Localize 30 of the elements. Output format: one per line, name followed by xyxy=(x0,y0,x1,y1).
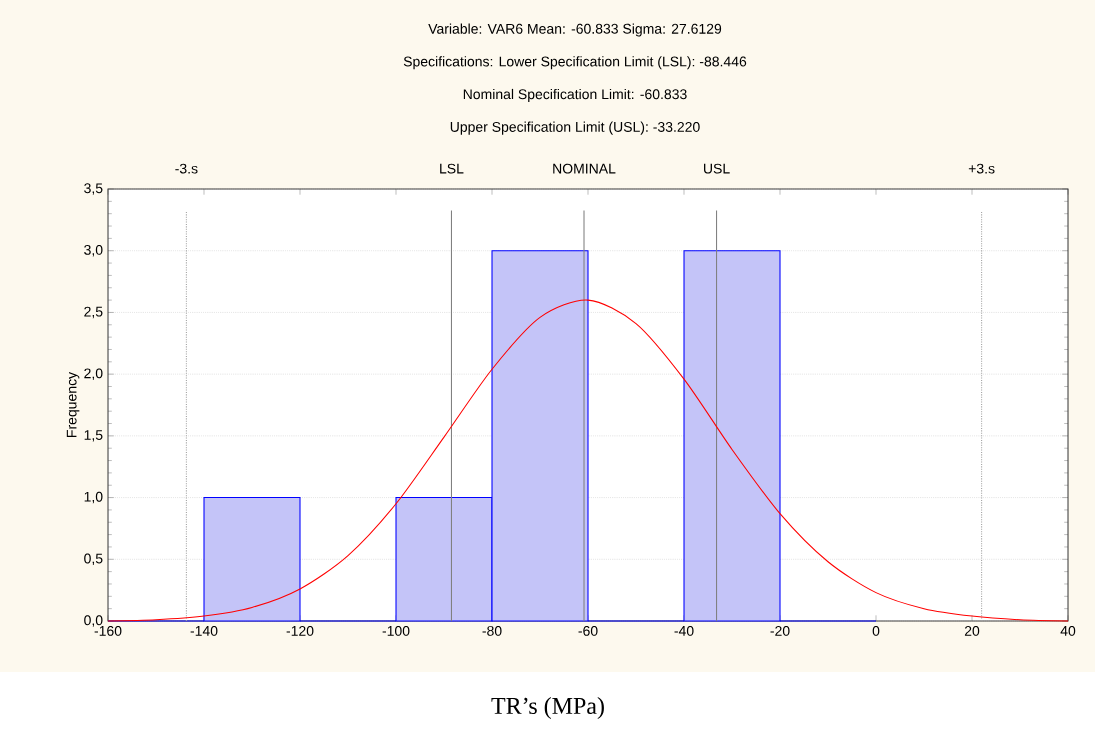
y-tick-label: 2,0 xyxy=(84,368,103,380)
ref-line-label: LSL xyxy=(440,163,464,174)
x-tick-label: -60 xyxy=(578,625,598,636)
x-axis-title: TR’s (MPa) xyxy=(491,697,604,719)
x-tick-label: -20 xyxy=(770,625,790,636)
x-tick-label: -100 xyxy=(382,625,410,636)
y-tick-label: 0,0 xyxy=(84,615,103,627)
y-tick-label: 0,5 xyxy=(84,553,103,566)
x-tick-label: -120 xyxy=(286,625,314,636)
ref-line-label: -3.s xyxy=(175,163,198,174)
x-tick-label: 0 xyxy=(872,625,880,636)
y-axis-title: Frequency xyxy=(66,371,80,437)
y-tick-label: 3,5 xyxy=(84,183,103,195)
x-tick-label: 40 xyxy=(1060,625,1076,636)
x-tick-label: -80 xyxy=(482,625,502,636)
x-tick-label: 20 xyxy=(964,625,980,636)
text: Nominal Specification Limit: -60.833 xyxy=(463,88,687,102)
y-tick-label: 1,5 xyxy=(84,430,103,442)
x-tick-label: -140 xyxy=(190,625,218,636)
text: Upper Specification Limit (USL): -33.220 xyxy=(450,121,700,135)
y-tick-label: 2,5 xyxy=(84,306,103,319)
x-tick-label: -40 xyxy=(674,625,694,636)
y-tick-label: 3,0 xyxy=(84,244,103,257)
ref-line-label: +3.s xyxy=(968,163,995,174)
x-tick-label: -160 xyxy=(94,625,122,636)
ref-line-label: USL xyxy=(704,163,730,174)
y-tick-label: 1,0 xyxy=(84,491,103,504)
ref-line-label: NOMINAL xyxy=(553,163,616,174)
chart-subtitle: Specifications: Lower Specification Limit (LSL): -88.446 xyxy=(403,56,747,70)
chart-title: Variable: VAR6 Mean: -60.833 Sigma: 27.6129 xyxy=(428,23,722,37)
